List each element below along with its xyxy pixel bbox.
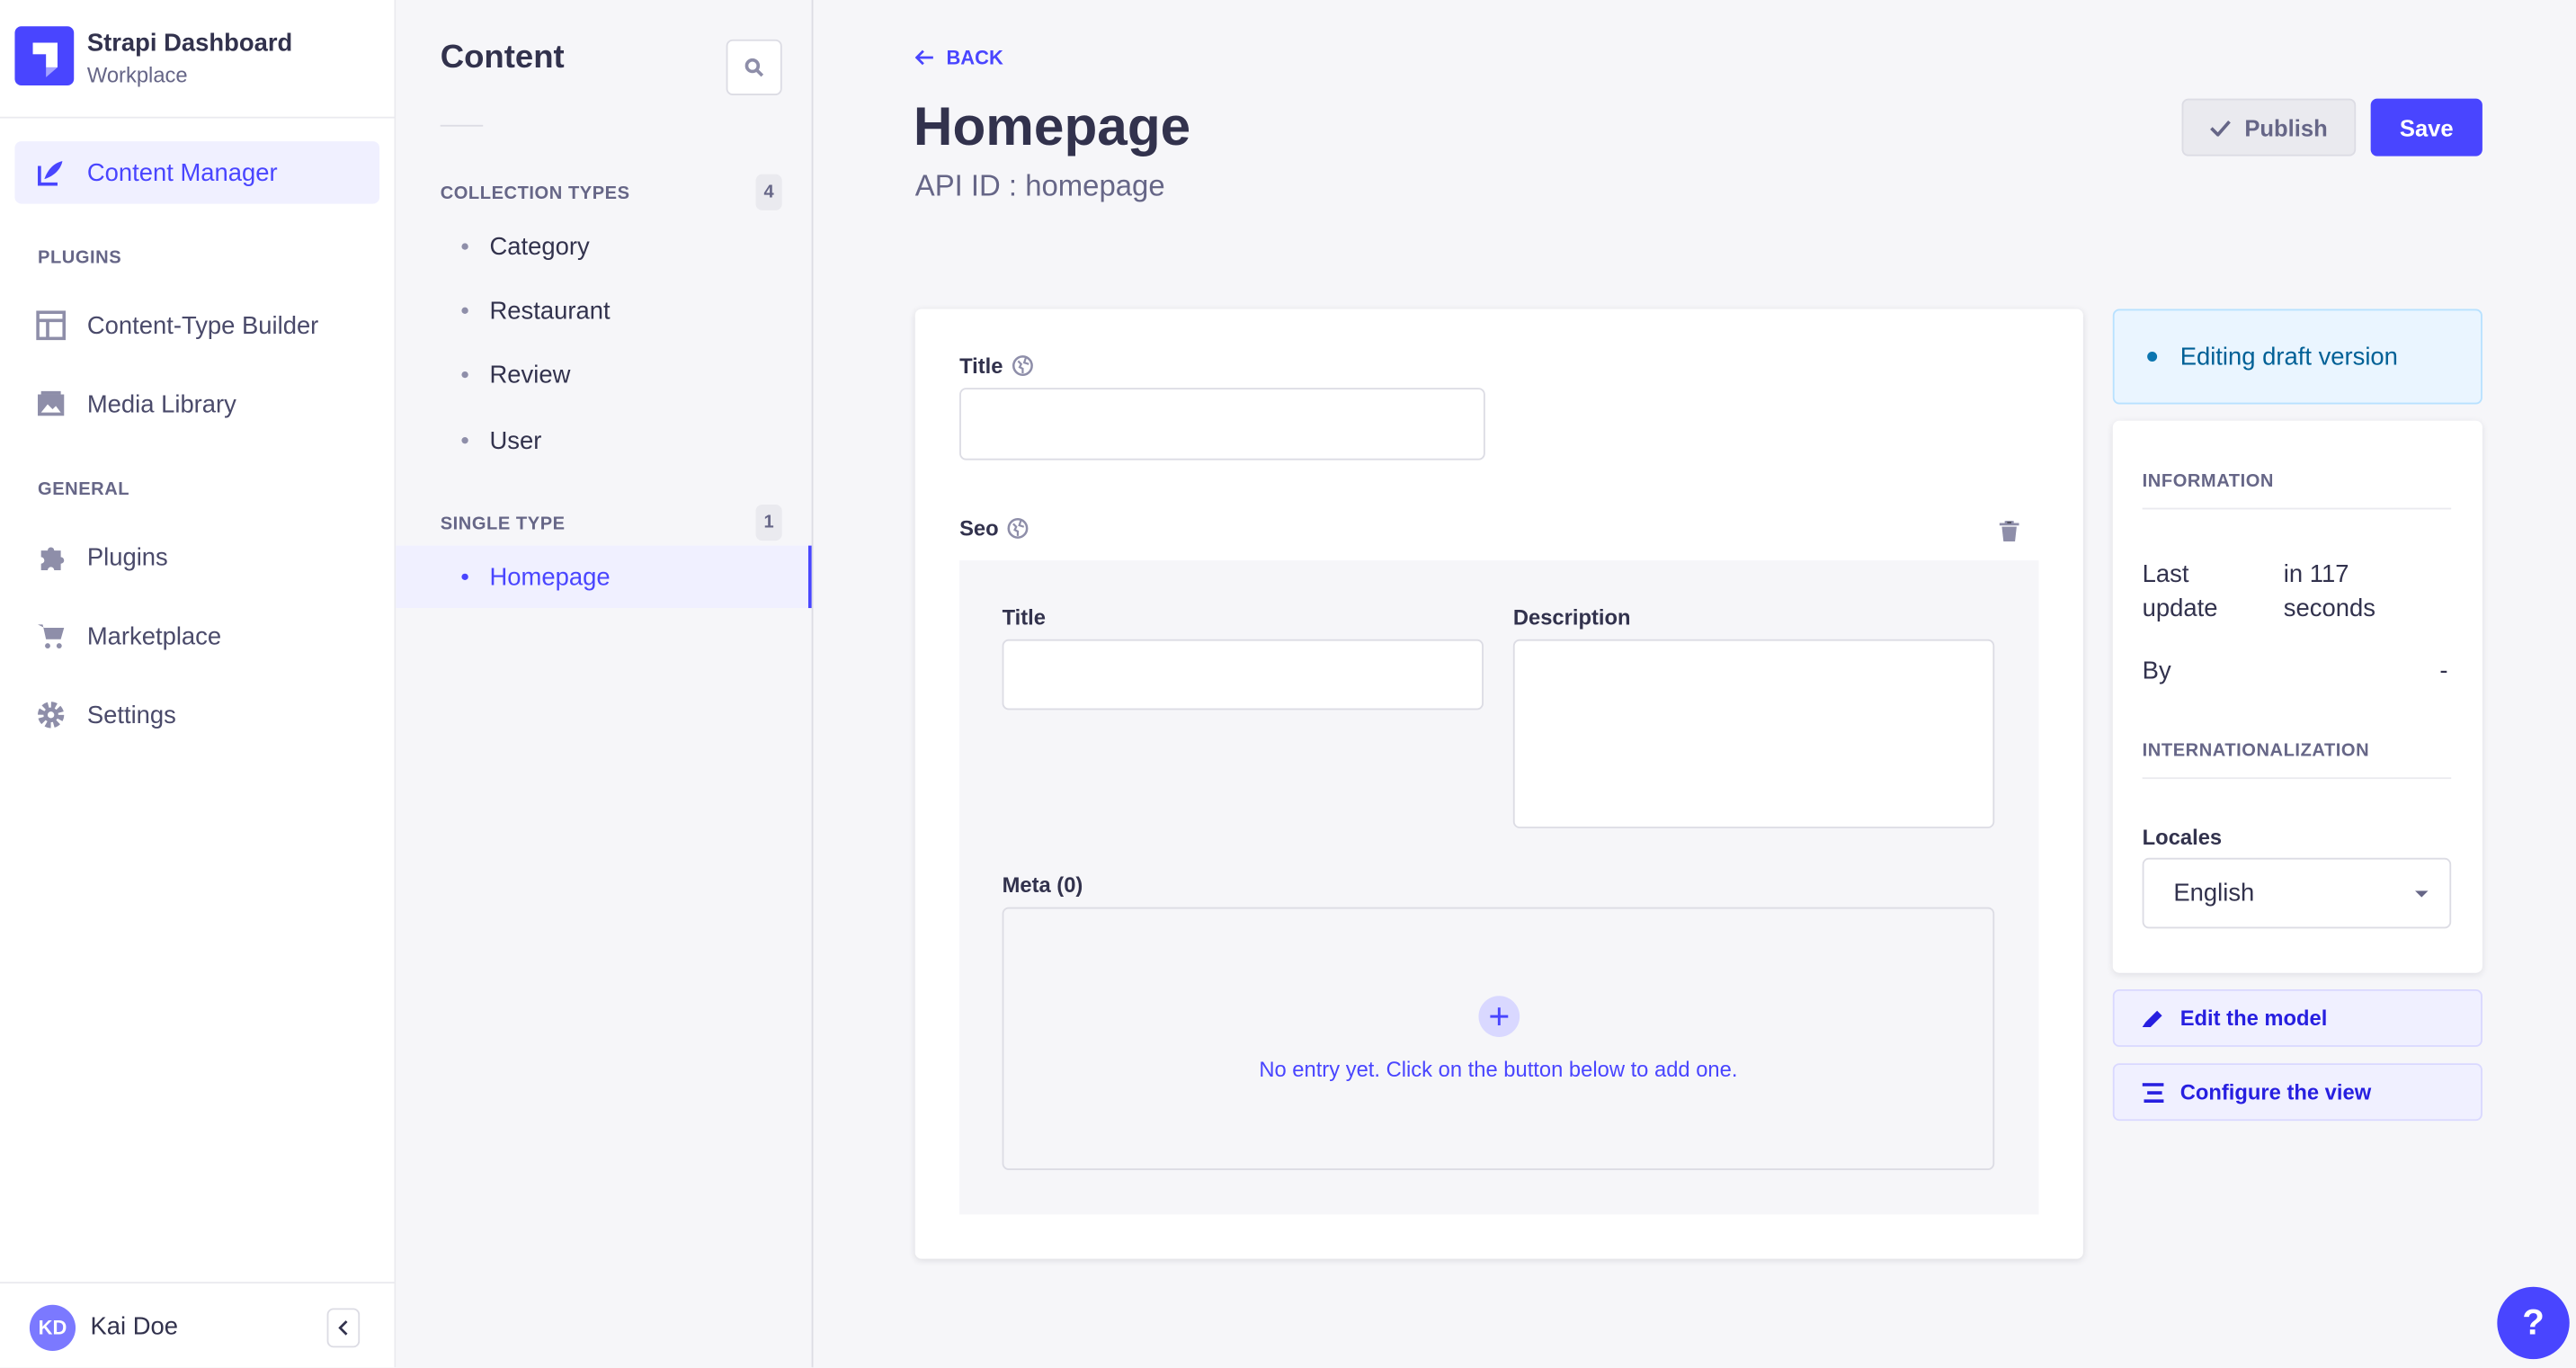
plugins-section-label: PLUGINS xyxy=(38,247,122,268)
user-name[interactable]: Kai Doe xyxy=(90,1312,179,1341)
status-dot-icon xyxy=(2147,352,2158,362)
meta-empty-area[interactable]: No entry yet. Click on the button below … xyxy=(1002,907,1995,1170)
meta-label: Meta (0) xyxy=(1002,872,1083,898)
strapi-logo xyxy=(14,26,75,86)
chevron-left-icon xyxy=(338,1320,348,1336)
seo-component: Title Description Meta (0) No entry yet.… xyxy=(959,560,2039,1215)
general-section-label: GENERAL xyxy=(38,479,130,500)
search-icon xyxy=(744,58,764,77)
list-item-label: User xyxy=(489,426,542,455)
footer-divider xyxy=(0,1282,395,1284)
seo-field-label: Seo xyxy=(959,516,1029,541)
divider xyxy=(2142,777,2452,780)
list-item-user[interactable]: User xyxy=(396,409,811,471)
pencil-icon xyxy=(2142,1009,2162,1027)
last-update-value: in 117 seconds xyxy=(2283,560,2375,623)
by-label: By xyxy=(2142,657,2171,685)
sidebar-item-marketplace[interactable]: Marketplace xyxy=(14,604,379,666)
form-card: Title Seo Title Description Meta (0) No … xyxy=(914,308,2083,1259)
panel-divider xyxy=(440,124,484,127)
locales-label: Locales xyxy=(2142,825,2223,850)
plus-icon xyxy=(1490,1007,1509,1026)
sidebar-item-label: Content-Type Builder xyxy=(86,311,319,340)
list-item-label: Restaurant xyxy=(489,296,611,325)
information-heading: INFORMATION xyxy=(2142,471,2275,492)
page-title: Homepage xyxy=(913,94,1191,156)
list-icon xyxy=(2142,1082,2164,1103)
sidebar-item-content-type-builder[interactable]: Content-Type Builder xyxy=(14,294,379,356)
sidebar-item-label: Media Library xyxy=(86,389,236,419)
sidebar-item-media-library[interactable]: Media Library xyxy=(14,373,379,435)
configure-view-button[interactable]: Configure the view xyxy=(2112,1063,2482,1122)
collection-count-badge: 4 xyxy=(755,174,782,210)
search-button[interactable] xyxy=(726,39,782,95)
api-id: API ID : homepage xyxy=(914,169,1165,202)
check-icon xyxy=(2210,120,2232,136)
status-text: Editing draft version xyxy=(2179,342,2398,371)
list-item-homepage[interactable]: Homepage xyxy=(396,545,812,609)
feather-icon xyxy=(34,156,67,190)
layout-icon xyxy=(34,309,67,343)
seo-title-label: Title xyxy=(1002,604,1047,630)
publish-button[interactable]: Publish xyxy=(2181,98,2357,156)
content-panel: Content COLLECTION TYPES 4 Category Rest… xyxy=(396,0,814,1368)
back-link[interactable]: BACK xyxy=(914,46,1003,69)
sidebar-item-label: Marketplace xyxy=(86,621,222,650)
caret-down-icon xyxy=(2414,890,2429,898)
draft-status-banner: Editing draft version xyxy=(2112,308,2482,405)
title-field-label: Title xyxy=(959,353,1032,378)
panel-title: Content xyxy=(440,39,565,76)
sidebar-item-settings[interactable]: Settings xyxy=(14,684,379,746)
arrow-left-icon xyxy=(914,49,933,66)
seo-title-input[interactable] xyxy=(1002,639,1484,711)
i18n-heading: INTERNATIONALIZATION xyxy=(2142,741,2370,761)
last-update-label: Last update xyxy=(2142,560,2218,623)
puzzle-icon xyxy=(34,541,67,574)
back-label: BACK xyxy=(946,46,1003,69)
sidebar-item-label: Settings xyxy=(86,701,176,729)
help-button[interactable]: ? xyxy=(2497,1286,2570,1360)
collapse-sidebar-button[interactable] xyxy=(326,1308,361,1348)
trash-icon[interactable] xyxy=(1999,521,2019,542)
list-item-label: Review xyxy=(489,361,571,389)
seo-description-textarea[interactable] xyxy=(1512,639,1995,828)
publish-label: Publish xyxy=(2244,113,2328,141)
list-item-category[interactable]: Category xyxy=(396,215,811,277)
locale-select[interactable]: English xyxy=(2142,857,2452,929)
edit-model-button[interactable]: Edit the model xyxy=(2112,988,2482,1047)
brand-header: Strapi Dashboard Workplace xyxy=(0,0,395,119)
list-item-label: Category xyxy=(489,232,590,261)
sidebar-item-content-manager[interactable]: Content Manager xyxy=(14,141,380,204)
image-icon xyxy=(34,388,67,421)
list-item-restaurant[interactable]: Restaurant xyxy=(396,280,811,342)
globe-icon xyxy=(1012,355,1032,377)
collection-types-label: COLLECTION TYPES xyxy=(440,183,630,204)
list-item-review[interactable]: Review xyxy=(396,344,811,406)
single-count-badge: 1 xyxy=(755,504,782,541)
single-type-label: SINGLE TYPE xyxy=(440,514,566,534)
gear-icon xyxy=(34,699,67,732)
seo-description-label: Description xyxy=(1512,604,1631,630)
sidebar-item-label: Plugins xyxy=(86,542,168,571)
brand-title: Strapi Dashboard xyxy=(86,29,293,58)
main-sidebar: Strapi Dashboard Workplace Content Manag… xyxy=(0,0,397,1368)
locale-value: English xyxy=(2173,879,2255,908)
brand-subtitle: Workplace xyxy=(86,62,188,87)
list-item-label: Homepage xyxy=(489,562,611,591)
divider xyxy=(2142,507,2452,510)
sidebar-item-label: Content Manager xyxy=(86,158,278,187)
title-input[interactable] xyxy=(959,388,1485,460)
empty-meta-text: No entry yet. Click on the button below … xyxy=(1259,1056,1738,1082)
by-value: - xyxy=(2439,657,2448,685)
sidebar-item-plugins[interactable]: Plugins xyxy=(14,526,379,588)
save-button[interactable]: Save xyxy=(2370,98,2482,156)
configure-view-label: Configure the view xyxy=(2179,1079,2372,1104)
edit-model-label: Edit the model xyxy=(2179,1006,2328,1031)
cart-icon xyxy=(34,620,67,653)
globe-icon xyxy=(1007,517,1029,539)
information-card: INFORMATION Last update in 117 seconds B… xyxy=(2112,420,2482,973)
add-entry-button[interactable] xyxy=(1478,996,1520,1037)
avatar[interactable]: KD xyxy=(29,1304,76,1351)
